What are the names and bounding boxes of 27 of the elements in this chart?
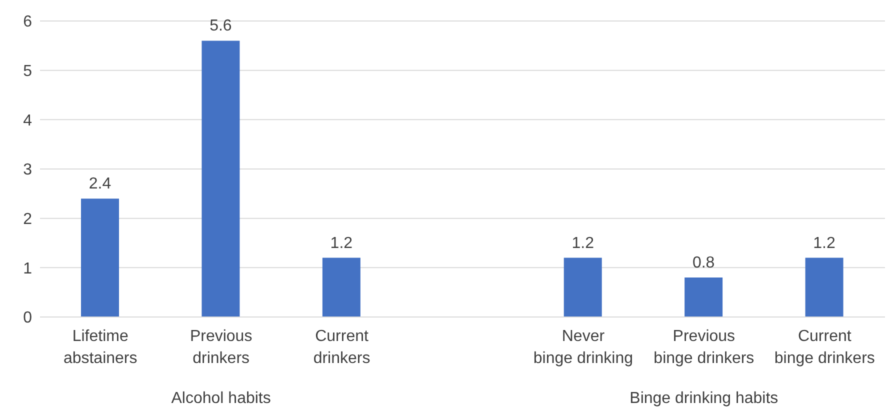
x-tick-label: Current drinkers xyxy=(313,328,370,367)
y-tick-label: 1 xyxy=(23,260,32,278)
bar xyxy=(81,198,119,317)
data-label: 5.6 xyxy=(210,18,232,35)
data-label: 0.8 xyxy=(692,254,715,272)
text: Alcohol habits xyxy=(170,390,272,408)
data-label: 2.4 xyxy=(88,176,112,193)
bar xyxy=(322,258,360,317)
x-tick-label: Previous binge drinkers xyxy=(654,328,754,367)
y-tick-label: 4 xyxy=(23,112,32,130)
bar xyxy=(202,40,240,317)
data-label: 1.2 xyxy=(813,234,836,252)
x-tick-label: Current binge drinkers xyxy=(774,328,875,367)
y-tick-label: 0 xyxy=(23,310,32,327)
text: Binge drinking habits xyxy=(628,390,780,408)
x-tick-label: Never binge drinking xyxy=(533,328,634,367)
y-tick-label: 3 xyxy=(23,162,32,179)
bar xyxy=(805,258,844,317)
y-tick-label: 5 xyxy=(23,63,32,80)
bar xyxy=(564,258,602,317)
x-tick-label: Previous drinkers xyxy=(190,328,252,367)
y-tick-label: 2 xyxy=(23,211,32,228)
y-tick-label: 6 xyxy=(23,14,32,31)
bar xyxy=(684,278,723,317)
data-label: 1.2 xyxy=(330,234,353,252)
x-tick-label: Lifetime abstainers xyxy=(63,328,138,367)
data-label: 1.2 xyxy=(572,234,594,252)
